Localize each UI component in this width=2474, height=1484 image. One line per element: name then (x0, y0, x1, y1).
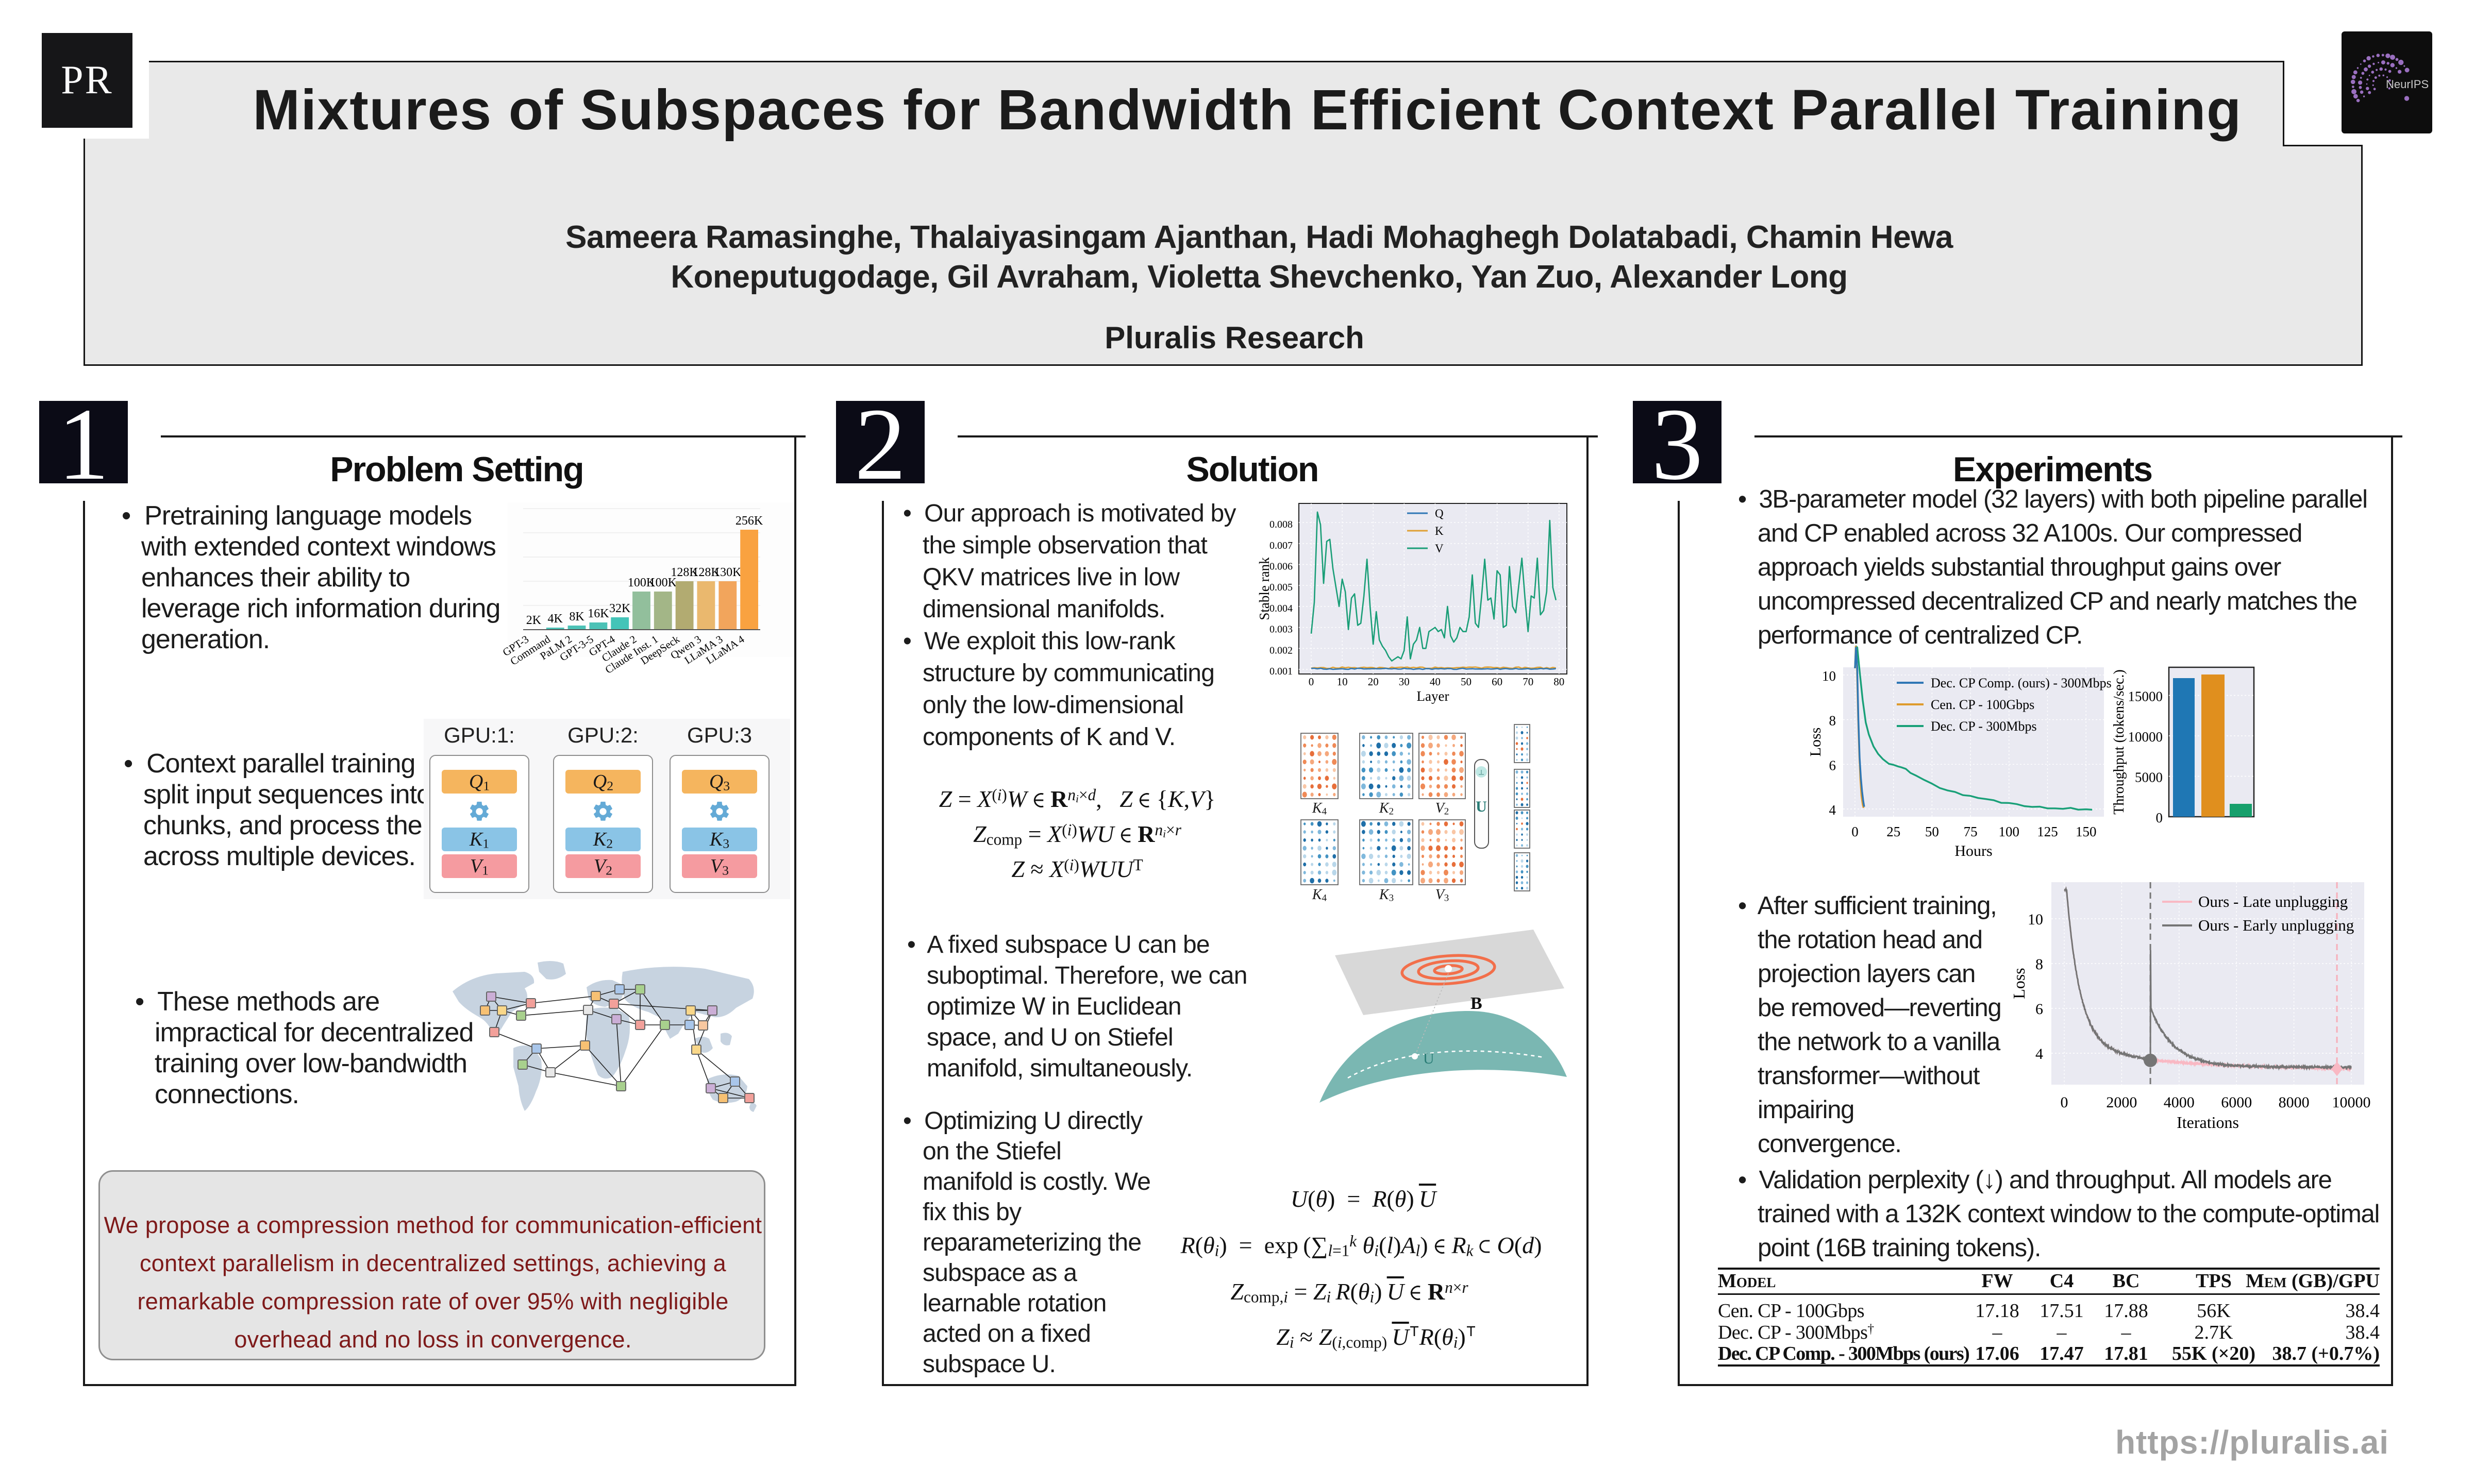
svg-text:100: 100 (1999, 824, 2020, 839)
svg-text:K: K (1435, 525, 1444, 537)
svg-text:0.004: 0.004 (1269, 603, 1293, 614)
svg-text:4: 4 (1829, 802, 1836, 818)
svg-text:Q: Q (1435, 507, 1444, 520)
svg-text:0.006: 0.006 (1269, 561, 1293, 572)
svg-text:6000: 6000 (2221, 1094, 2252, 1111)
svg-text:0: 0 (1851, 824, 1859, 839)
svg-text:128K: 128K (671, 566, 698, 579)
svg-text:125: 125 (2037, 824, 2058, 839)
svg-text:32K: 32K (609, 602, 631, 615)
svg-text:4: 4 (2035, 1045, 2043, 1063)
svg-text:NeurIPS: NeurIPS (2386, 78, 2429, 91)
svg-text:V: V (1435, 542, 1444, 555)
svg-text:Iterations: Iterations (2177, 1113, 2239, 1132)
svg-text:Layer: Layer (1417, 688, 1449, 704)
svg-text:10: 10 (2028, 911, 2043, 928)
svg-text:10: 10 (1822, 668, 1836, 684)
svg-text:8: 8 (2035, 956, 2043, 973)
svg-text:0.005: 0.005 (1269, 582, 1293, 593)
svg-text:30: 30 (1399, 676, 1410, 688)
svg-text:100K: 100K (649, 576, 677, 589)
svg-text:5000: 5000 (2135, 770, 2163, 785)
svg-text:8K: 8K (569, 610, 584, 623)
svg-text:70: 70 (1523, 676, 1533, 688)
svg-text:Stable rank: Stable rank (1257, 557, 1272, 620)
svg-text:256K: 256K (735, 514, 763, 528)
svg-text:128K: 128K (692, 566, 720, 579)
svg-text:Dec. CP - 300Mbps: Dec. CP - 300Mbps (1931, 719, 2037, 734)
svg-text:16K: 16K (588, 607, 609, 620)
svg-text:8: 8 (1829, 713, 1836, 729)
svg-text:U: U (1423, 1050, 1434, 1067)
svg-text:B: B (1470, 994, 1482, 1013)
svg-text:15000: 15000 (2128, 689, 2163, 704)
svg-text:8000: 8000 (2279, 1094, 2310, 1111)
svg-text:6: 6 (1829, 757, 1836, 773)
svg-text:130K: 130K (714, 566, 742, 579)
svg-text:10000: 10000 (2128, 729, 2163, 745)
svg-text:2K: 2K (526, 614, 542, 627)
svg-text:75: 75 (1964, 824, 1978, 839)
svg-text:0.001: 0.001 (1269, 666, 1293, 677)
svg-text:0: 0 (2061, 1094, 2068, 1111)
svg-text:Loss: Loss (2010, 968, 2028, 999)
svg-text:4000: 4000 (2164, 1094, 2195, 1111)
svg-text:0.008: 0.008 (1269, 519, 1293, 530)
svg-text:Dec. CP Comp. (ours) - 300Mbps: Dec. CP Comp. (ours) - 300Mbps (1931, 676, 2112, 690)
svg-text:150: 150 (2076, 824, 2097, 839)
svg-text:20: 20 (1368, 676, 1379, 688)
svg-text:50: 50 (1461, 676, 1472, 688)
svg-text:Ours - Late unplugging: Ours - Late unplugging (2198, 892, 2348, 910)
svg-text:Throughput (tokens/sec.): Throughput (tokens/sec.) (2111, 669, 2127, 815)
svg-text:50: 50 (1925, 824, 1939, 839)
svg-text:6: 6 (2035, 1001, 2043, 1018)
svg-text:40: 40 (1430, 676, 1441, 688)
svg-text:0.003: 0.003 (1269, 624, 1293, 635)
svg-text:0: 0 (1309, 676, 1314, 688)
svg-text:60: 60 (1492, 676, 1502, 688)
svg-text:100K: 100K (628, 576, 656, 589)
svg-text:2000: 2000 (2106, 1094, 2137, 1111)
svg-text:0.007: 0.007 (1269, 540, 1293, 551)
svg-text:10000: 10000 (2332, 1094, 2371, 1111)
svg-text:80: 80 (1553, 676, 1564, 688)
svg-text:0: 0 (2156, 810, 2163, 825)
svg-text:4K: 4K (548, 612, 563, 626)
svg-text:Ours - Early unplugging: Ours - Early unplugging (2198, 916, 2354, 934)
svg-text:Loss: Loss (1807, 728, 1824, 757)
svg-text:10: 10 (1337, 676, 1348, 688)
svg-text:Cen. CP - 100Gbps: Cen. CP - 100Gbps (1931, 697, 2034, 712)
svg-text:0.002: 0.002 (1269, 645, 1293, 656)
svg-text:25: 25 (1886, 824, 1900, 839)
svg-text:U: U (1476, 798, 1487, 815)
svg-text:Hours: Hours (1954, 842, 1992, 859)
